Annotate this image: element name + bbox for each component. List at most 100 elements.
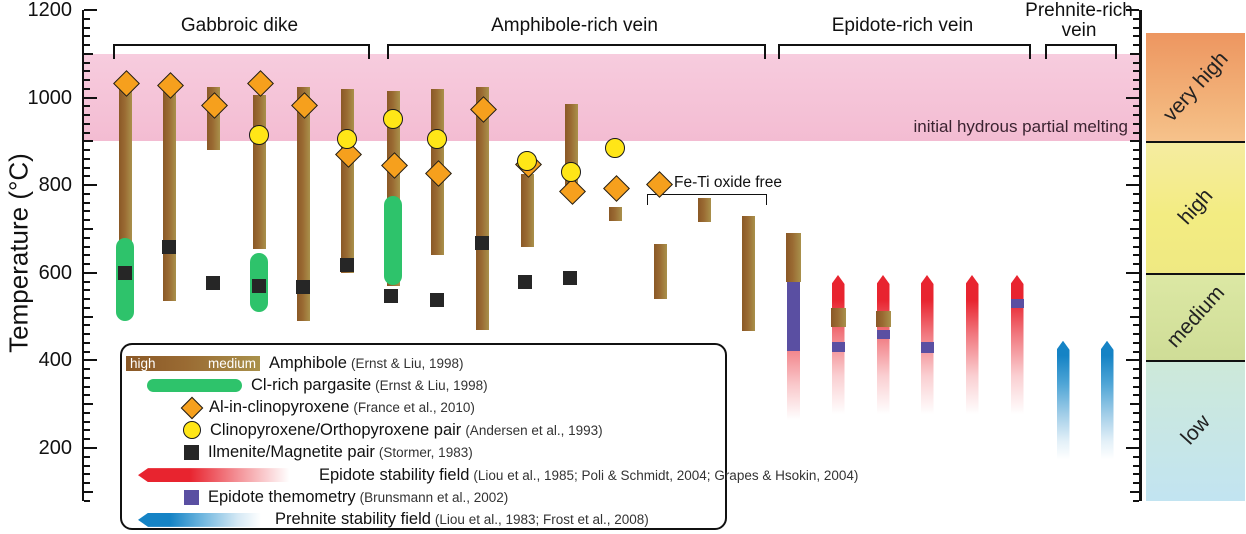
legend-circle-icon [183, 421, 201, 440]
axis-tick [1133, 70, 1139, 73]
al-in-cpx-diamond-marker [558, 178, 586, 206]
axis-tick [1133, 324, 1139, 327]
axis-tick [1133, 236, 1139, 239]
axis-tick [84, 490, 93, 493]
legend-label: Epidote stability field (Liou et al., 198… [319, 466, 858, 485]
y-tick-label: 400 [38, 349, 72, 372]
axis-tick [84, 315, 93, 318]
prehnite-stability-bar [1056, 340, 1070, 464]
legend-epidote-arrow-icon [138, 468, 310, 483]
axis-tick [84, 17, 90, 20]
axis-tick [1133, 411, 1139, 414]
legend-reference: (France et al., 2010) [353, 400, 475, 416]
axis-tick [1133, 350, 1139, 353]
legend-amphibole-bar-icon: high medium [126, 355, 260, 371]
axis-tick [1133, 201, 1139, 204]
axis-tick [84, 52, 93, 55]
legend-reference: (Andersen et al., 1993) [465, 422, 603, 438]
ilmenite-magnetite-square-marker [518, 274, 532, 289]
axis-tick [84, 192, 90, 195]
legend-box: high medium Amphibole (Ernst & Liu, 1998) Cl… [120, 343, 858, 531]
axis-tick [84, 228, 93, 230]
axis-tick [1133, 210, 1139, 213]
legend-row: Epidote stability field (Liou et al., 198… [122, 464, 858, 486]
y-tick-label: 1200 [27, 0, 73, 21]
cpx-opx-circle-marker [605, 137, 625, 158]
axis-tick [1133, 254, 1139, 257]
axis-tick [1133, 385, 1139, 388]
axis-tick [1133, 87, 1139, 90]
legend-rows: high medium Amphibole (Ernst & Liu, 1998) Cl… [122, 352, 858, 531]
axis-tick [84, 70, 90, 73]
y-tick-label: 800 [38, 174, 72, 197]
axis-tick [84, 254, 90, 257]
legend-label: Prehnite stability field (Liou et al., 19… [275, 510, 649, 529]
axis-tick [1126, 184, 1139, 187]
axis-tick [84, 447, 97, 449]
epidote-stability-bar [1010, 274, 1024, 431]
grade-zone [1146, 33, 1245, 142]
fe-ti-bracket [647, 193, 767, 205]
legend-label: Al-in-clinopyroxene (France et al., 2010) [209, 398, 475, 417]
axis-tick [1133, 114, 1139, 117]
axis-tick [84, 184, 97, 187]
axis-tick [84, 131, 90, 134]
axis-tick [84, 157, 90, 160]
axis-tick [1130, 403, 1139, 406]
axis-tick [84, 499, 90, 502]
axis-tick [1133, 192, 1139, 195]
axis-tick [1126, 96, 1139, 99]
legend-series-name: Cl-rich pargasite [251, 376, 372, 395]
axis-tick [1133, 122, 1139, 125]
axis-tick [1133, 473, 1139, 476]
axis-tick [84, 175, 90, 178]
grade-zone [1146, 272, 1245, 361]
legend-label: Amphibole (Ernst & Liu, 1998) [269, 354, 464, 373]
grade-zone [1146, 360, 1245, 501]
epidote-stability-bar [920, 274, 934, 431]
epidote-stability-bar [876, 274, 890, 431]
amphibole-bar [340, 88, 354, 273]
group-title: Amphibole-rich vein [491, 15, 658, 36]
grade-zone [1146, 141, 1245, 273]
axis-tick [84, 105, 90, 108]
axis-tick [1133, 420, 1139, 423]
axis-tick [84, 359, 97, 362]
amphibole-bar [608, 207, 622, 222]
group-bracket [113, 44, 370, 59]
axis-tick [1133, 131, 1139, 134]
axis-tick [84, 429, 90, 432]
legend-reference: (Ernst & Liu, 1998) [375, 378, 488, 394]
fe-ti-oxide-free-label: Fe-Ti oxide free [674, 174, 782, 191]
axis-tick [84, 306, 90, 309]
epidote-thermometry-band [1010, 298, 1024, 309]
cpx-opx-circle-marker [517, 150, 537, 171]
axis-tick [1133, 149, 1139, 152]
axis-tick [84, 394, 90, 397]
amphibole-bar [296, 86, 310, 321]
legend-reference: (Brunsmann et al., 2002) [359, 490, 509, 506]
axis-tick [1133, 157, 1139, 160]
axis-tick [84, 140, 93, 143]
ilmenite-magnetite-square-marker [162, 239, 176, 254]
axis-tick [1133, 429, 1139, 432]
axis-tick [84, 245, 90, 248]
axis-tick [1133, 341, 1139, 344]
amphibole-grade-label: high [130, 355, 156, 371]
legend-row: Ilmenite/Magnetite pair (Stormer, 1983) [122, 442, 725, 464]
axis-tick [84, 35, 90, 38]
axis-tick [1126, 447, 1139, 449]
legend-series-name: Ilmenite/Magnetite pair [208, 443, 375, 462]
axis-tick [1133, 298, 1139, 301]
al-in-cpx-diamond-marker [424, 159, 452, 187]
axis-tick [84, 473, 90, 476]
axis-tick [84, 210, 90, 213]
legend-pargasite-capsule-icon [147, 379, 242, 393]
legend-series-name: Epidote stability field [319, 465, 470, 484]
axis-tick [1126, 9, 1139, 11]
axis-tick [1133, 289, 1139, 292]
axis-tick [84, 96, 97, 99]
axis-tick [84, 61, 90, 64]
legend-reference: (Liou et al., 1985; Poli & Schmidt, 2004… [473, 467, 859, 483]
